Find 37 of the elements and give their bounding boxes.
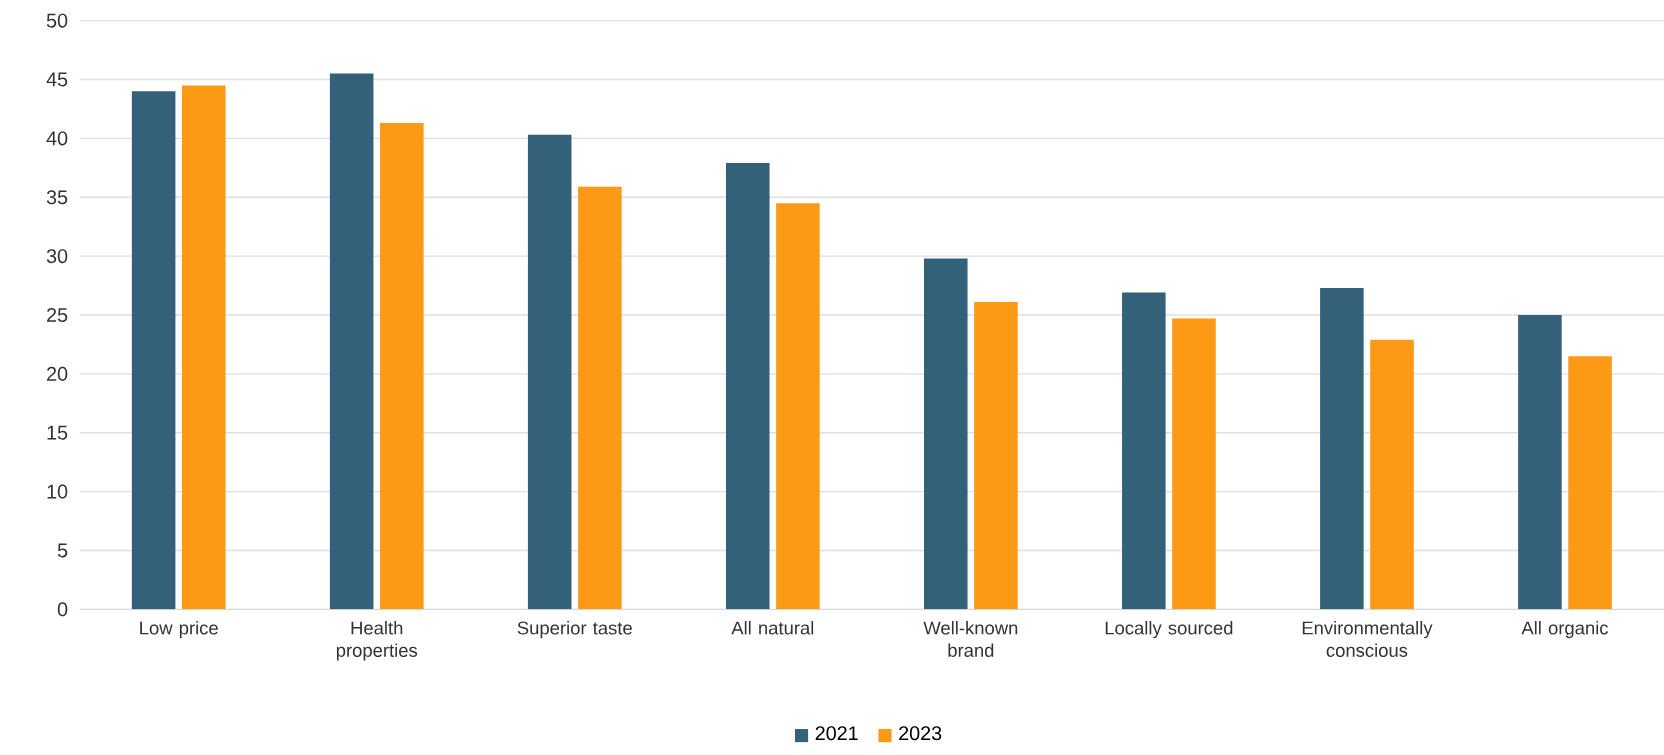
bar xyxy=(725,163,770,610)
bar xyxy=(131,91,176,610)
bar xyxy=(1568,356,1612,610)
x-tick-label: Locally sourced xyxy=(1105,621,1233,639)
bar xyxy=(1320,288,1364,610)
y-tick-label: 30 xyxy=(46,249,68,264)
y-tick-label: 10 xyxy=(47,484,68,499)
bar xyxy=(924,258,968,610)
x-tick-label: Low price xyxy=(140,621,218,639)
bar xyxy=(1122,292,1166,610)
x-tick-label: Superior taste xyxy=(517,621,632,639)
bar xyxy=(527,135,572,610)
x-tick-label: All natural xyxy=(731,621,814,635)
bar xyxy=(974,302,1018,610)
bar xyxy=(578,186,622,610)
x-tick-label: All organic xyxy=(1521,621,1609,639)
x-tick-label: Well-known brand xyxy=(923,621,1018,658)
x-tick-label: Health properties xyxy=(336,621,418,661)
legend-label: 2021 xyxy=(815,726,858,741)
bar xyxy=(329,73,374,610)
y-tick-label: 20 xyxy=(47,367,68,382)
bar xyxy=(380,123,424,610)
bar xyxy=(1370,339,1414,610)
x-tick-label: Environmentally conscious xyxy=(1302,621,1433,658)
legend-label: 2023 xyxy=(899,726,942,741)
y-tick-label: 40 xyxy=(46,131,68,146)
y-tick-label: 45 xyxy=(46,72,68,87)
y-tick-label: 0 xyxy=(57,602,68,617)
bar xyxy=(182,85,226,610)
y-tick-label: 15 xyxy=(47,426,68,440)
y-tick-label: 5 xyxy=(57,543,68,558)
y-tick-label: 50 xyxy=(46,13,68,28)
bar xyxy=(776,203,820,610)
bar xyxy=(1172,318,1216,610)
y-tick-label: 25 xyxy=(47,308,68,323)
y-tick-label: 35 xyxy=(46,190,68,205)
bar xyxy=(1518,315,1562,610)
